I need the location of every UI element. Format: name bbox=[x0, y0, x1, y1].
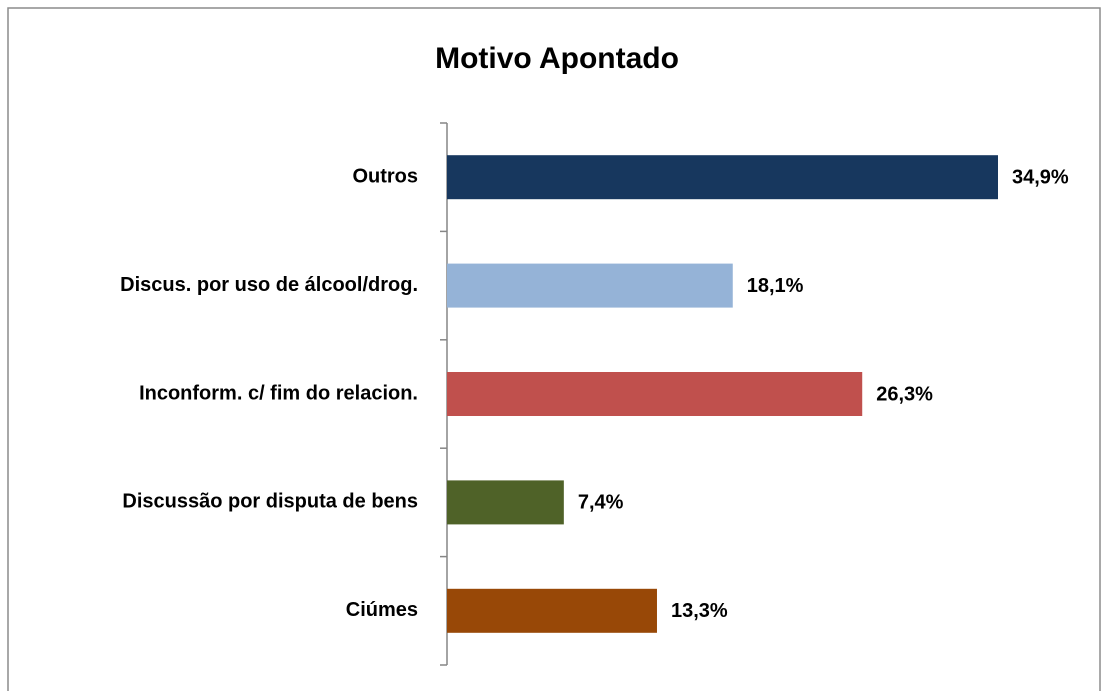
bar bbox=[447, 588, 657, 633]
bar bbox=[447, 372, 863, 416]
category-label: Discus. por uso de álcool/drog. bbox=[120, 274, 418, 296]
chart-border bbox=[7, 7, 1101, 691]
bar bbox=[447, 480, 564, 525]
bar bbox=[447, 263, 733, 308]
data-label: 13,3% bbox=[671, 600, 728, 622]
category-label: Inconform. c/ fim do relacion. bbox=[139, 382, 418, 404]
data-label: 18,1% bbox=[747, 275, 804, 297]
data-label: 7,4% bbox=[578, 492, 624, 514]
category-label: Ciúmes bbox=[346, 599, 418, 621]
data-label: 26,3% bbox=[876, 383, 933, 405]
category-label: Discussão por disputa de bens bbox=[122, 491, 418, 513]
category-label: Outros bbox=[352, 165, 418, 187]
data-label: 34,9% bbox=[1012, 166, 1069, 188]
bar bbox=[447, 155, 998, 200]
chart-title: Motivo Apontado bbox=[435, 42, 679, 75]
